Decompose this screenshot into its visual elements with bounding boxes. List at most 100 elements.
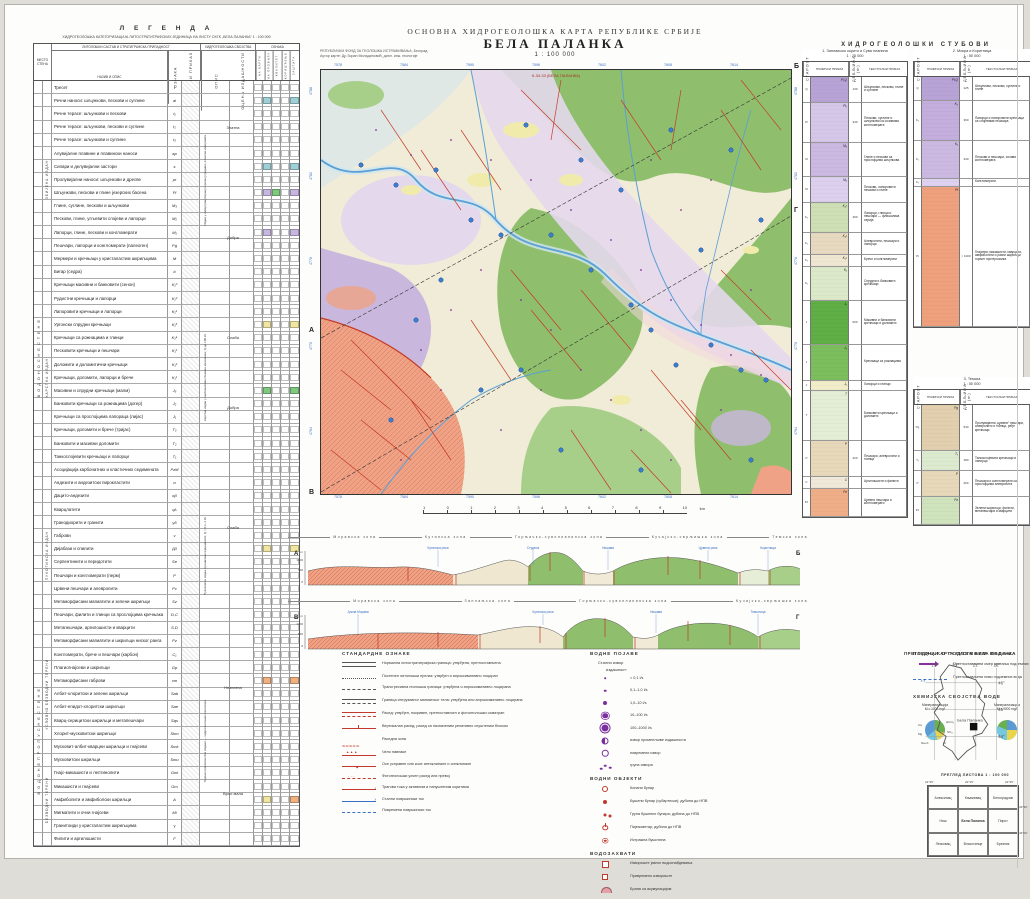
profile-color-chip xyxy=(272,83,280,91)
water-object-symbol xyxy=(590,785,624,793)
unit-name: Метаморфисани габрови xyxy=(52,674,168,688)
quality-chip xyxy=(290,742,299,750)
spring-symbol xyxy=(590,712,624,720)
map-color-chip xyxy=(254,334,262,342)
head-text: ТЕКСТУАЛНИ ПРИКАЗ xyxy=(985,394,1017,399)
legend-row: Шљункови, пескови и глине језерских басе… xyxy=(34,186,299,200)
column-3-scale: 1 : 50 000 xyxy=(963,381,981,386)
river-label: Студена xyxy=(527,546,540,550)
segment-age: Pl xyxy=(803,102,811,143)
grid-label-top: 7614 xyxy=(730,63,738,67)
segment-thickness xyxy=(849,488,862,517)
lon-label: 19° xyxy=(931,662,938,667)
quality-chip xyxy=(281,637,289,645)
unit-pattern xyxy=(182,423,200,438)
unit-name: Филити и аргилошисти xyxy=(52,832,168,846)
standard-symbols-title: СТАНДАРДНЕ ОЗНАКЕ xyxy=(342,651,411,656)
legend-row: Албит-епидот-хлоритски шкриљци Sae xyxy=(34,700,299,714)
profile-color-chip xyxy=(272,822,280,830)
quality-chip xyxy=(281,439,289,447)
unit-name: Мигматити и очни гнајсеви xyxy=(52,806,168,820)
zone-label: Кучајско-сврљишка зона xyxy=(651,535,724,539)
profile-color-chip xyxy=(272,690,280,698)
segment-text: Лапорци и лапоровити кречњаци са слојеви… xyxy=(973,100,1030,141)
intake-symbol xyxy=(590,860,624,868)
legend-item: Стални површински ток xyxy=(342,796,580,803)
unit-name: Кварц-серицитски шкриљци и метапешчари xyxy=(52,714,168,728)
legend-row: Серпентинити и перидотити Se xyxy=(34,555,299,569)
unit-pattern xyxy=(182,687,200,701)
segment-age: Pz xyxy=(914,496,922,525)
unit-pattern xyxy=(182,727,200,741)
pie-caption: Минерализација xyxy=(993,702,1021,707)
map-color-chip xyxy=(263,175,271,183)
quality-chip xyxy=(290,202,299,210)
legend-row: Конгломерати, брече и пешчари (карбон) C… xyxy=(34,648,299,662)
quality-chip xyxy=(281,466,289,474)
unit-code: ν xyxy=(168,529,182,543)
profile-color-chip xyxy=(272,320,280,328)
map-color-chip xyxy=(254,215,262,223)
legend-row: Асоцијација карбонатних и кластичних сед… xyxy=(34,463,299,477)
unit-code: Smu xyxy=(168,753,182,767)
unit-pattern xyxy=(182,278,200,292)
legend-row: Филити и аргилошисти F xyxy=(34,832,299,846)
scale-number: 2 xyxy=(493,505,497,510)
section-end-letter: Г xyxy=(796,615,800,621)
unit-code: s xyxy=(168,160,182,174)
quality-chip xyxy=(281,571,289,579)
unit-code: t xyxy=(168,81,182,95)
zone-label: Моравска зона xyxy=(353,599,397,603)
quality-chip xyxy=(290,716,299,724)
legend-item: Бушени бунар (субартески); дубина до НПВ xyxy=(590,798,765,806)
segment-thickness: 600 xyxy=(849,300,862,345)
scale-number: 10 xyxy=(682,505,687,510)
coord-label: 43°00' xyxy=(1019,831,1028,835)
unit-pattern xyxy=(182,516,200,530)
map-color-chip xyxy=(254,413,262,421)
segment-text: Кречњаци са рожнацима xyxy=(862,344,907,381)
segment-graphic: J₁ xyxy=(811,380,849,391)
segment-thickness: 220 xyxy=(849,440,862,477)
segment-code: P xyxy=(955,471,958,476)
legend-row: Амфиболити и амфиболски шкриљци A xyxy=(34,793,299,807)
legend-row: Банковити кречњаци са рожнацима (догер) … xyxy=(34,397,299,411)
quality-chip xyxy=(290,729,299,737)
unit-name: Тресет xyxy=(52,81,168,95)
unit-code: K₁⁴ xyxy=(168,331,182,345)
unit-code: M₂ xyxy=(168,212,182,227)
map-color-chip xyxy=(254,663,262,671)
segment-text: Масивни и банковити кречњаци и доломити xyxy=(862,300,907,345)
legend-row: Габрови ν xyxy=(34,529,299,543)
map-color-chip xyxy=(254,742,262,750)
unit-name: Банковити и масивни доломити xyxy=(52,437,168,451)
map-color-chip xyxy=(263,400,271,408)
segment-graphic: K₂ xyxy=(922,100,960,141)
quality-chip xyxy=(290,136,299,144)
profile-color-chip xyxy=(272,742,280,750)
quality-chip xyxy=(290,241,299,249)
unit-code: K₁² xyxy=(168,357,182,372)
unit-pattern xyxy=(182,753,200,767)
map-color-chip xyxy=(254,228,262,236)
legend-item: извор променљиве издашности xyxy=(590,737,765,745)
overview-title: ПРЕГЛЕДНА КАРТА ЛИСТА БЕЛА ПАЛАНКА xyxy=(904,651,1016,656)
quality-chip xyxy=(281,663,289,671)
legend-item-label: Група бушених бунара; дубина до НПВ xyxy=(630,812,699,817)
unit-pattern xyxy=(182,503,200,517)
segment-age: P xyxy=(914,470,922,497)
legend-item-label: Стални површински ток xyxy=(382,796,424,801)
profile-color-chip xyxy=(272,334,280,342)
segment-graphic: P xyxy=(922,470,960,497)
unit-pattern xyxy=(182,199,200,213)
map-color-chip xyxy=(263,373,271,381)
profile-color-chip xyxy=(272,769,280,777)
legend-item-label: Пијезометар; дубина до НПВ xyxy=(630,825,682,830)
legend-row: Лапоровити кречњаци и лапорци K₂¹ xyxy=(34,305,299,319)
legend-item-label: Вертикалан расед; расед са назначеним ре… xyxy=(382,723,508,728)
quality-chip xyxy=(281,452,289,460)
profile-color-chip xyxy=(272,162,280,170)
map-color-chip xyxy=(254,531,262,539)
segment-code: Pl₁ xyxy=(843,103,847,108)
unit-pattern xyxy=(182,252,200,266)
